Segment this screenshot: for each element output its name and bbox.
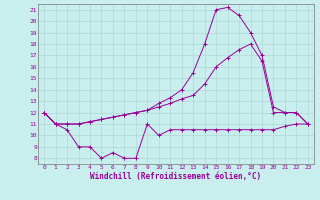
X-axis label: Windchill (Refroidissement éolien,°C): Windchill (Refroidissement éolien,°C) — [91, 172, 261, 181]
